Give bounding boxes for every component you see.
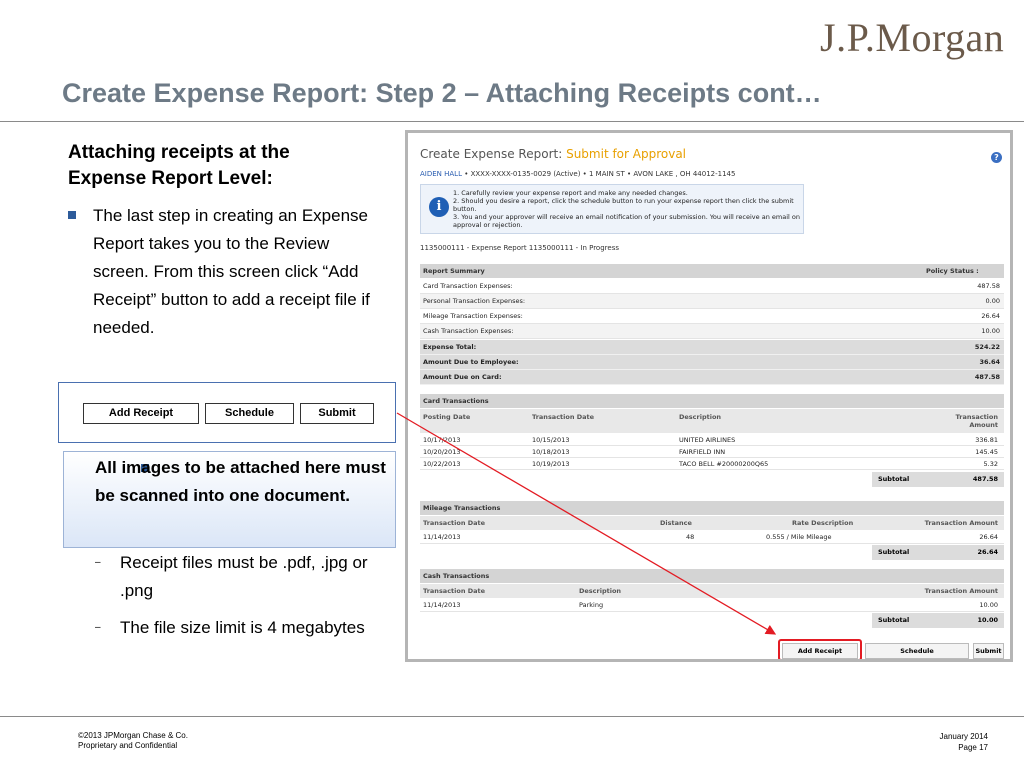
add-receipt-highlight xyxy=(778,639,862,659)
footer-divider xyxy=(0,716,1024,717)
square-bullet-icon xyxy=(141,464,149,472)
add-receipt-button[interactable]: Add Receipt xyxy=(782,643,858,659)
sub-bullet-file-types: – Receipt files must be .pdf, .jpg or .p… xyxy=(95,549,395,609)
bullet-text-scan: All images to be attached here must be s… xyxy=(95,458,386,505)
cash-column-headers: Transaction Date Description Transaction… xyxy=(420,584,1004,598)
add-receipt-button-preview[interactable]: Add Receipt xyxy=(83,403,199,424)
card-transactions-header: Card Transactions xyxy=(420,394,1004,408)
summary-row: Personal Transaction Expenses: 0.00 xyxy=(420,294,1004,309)
square-bullet-icon xyxy=(68,211,76,219)
section-heading: Attaching receipts at the Expense Report… xyxy=(68,142,290,189)
card-column-headers: Posting Date Transaction Date Descriptio… xyxy=(420,409,1004,433)
table-row: 10/22/2013 10/19/2013 TACO BELL #2000020… xyxy=(420,458,1004,470)
summary-row: Cash Transaction Expenses: 10.00 xyxy=(420,324,1004,339)
account-line: AIDEN HALL • XXXX-XXXX-0135-0029 (Active… xyxy=(420,170,736,178)
summary-total-row: Amount Due to Employee: 36.64 xyxy=(420,355,1004,370)
cash-subtotal: Subtotal 10.00 xyxy=(872,613,1004,628)
submit-button[interactable]: Submit xyxy=(973,643,1004,659)
footer-left: ©2013 JPMorgan Chase & Co. Proprietary a… xyxy=(78,731,188,750)
report-summary-header: Report Summary Policy Status : xyxy=(420,264,1004,278)
mileage-column-headers: Transaction Date Distance Rate Descripti… xyxy=(420,516,1004,530)
table-row: 11/14/2013 Parking 10.00 xyxy=(420,599,1004,612)
info-icon: i xyxy=(429,197,449,217)
summary-row: Card Transaction Expenses: 487.58 xyxy=(420,279,1004,294)
schedule-button-preview[interactable]: Schedule xyxy=(205,403,294,424)
summary-total-row: Expense Total: 524.22 xyxy=(420,340,1004,355)
slide-title: Create Expense Report: Step 2 – Attachin… xyxy=(62,78,822,108)
instructions-box: i 1. Carefully review your expense repor… xyxy=(420,184,804,234)
mileage-transactions-header: Mileage Transactions xyxy=(420,501,1004,515)
jpmorgan-logo: J.P.Morgan xyxy=(820,15,1005,60)
expense-report-screenshot: Create Expense Report: Submit for Approv… xyxy=(405,130,1013,662)
help-icon[interactable]: ? xyxy=(991,152,1002,163)
bullet-text: The last step in creating an Expense Rep… xyxy=(93,206,370,337)
cash-transactions-header: Cash Transactions xyxy=(420,569,1004,583)
dash-icon: – xyxy=(95,622,101,633)
title-divider xyxy=(0,121,1024,122)
report-status-line: 1135000111 - Expense Report 1135000111 -… xyxy=(420,244,619,252)
summary-total-row: Amount Due on Card: 487.58 xyxy=(420,370,1004,385)
screen-title: Create Expense Report: Submit for Approv… xyxy=(420,147,687,161)
footer-right: January 2014 Page 17 xyxy=(930,731,988,753)
table-row: 11/14/2013 48 0.555 / Mile Mileage 26.64 xyxy=(420,531,1004,544)
card-subtotal: Subtotal 487.58 xyxy=(872,472,1004,487)
mileage-subtotal: Subtotal 26.64 xyxy=(872,545,1004,560)
highlighted-bullet: All images to be attached here must be s… xyxy=(63,451,396,548)
sub-bullet-size-limit: – The file size limit is 4 megabytes xyxy=(95,614,395,674)
table-row: 10/20/2013 10/18/2013 FAIRFIELD INN 145.… xyxy=(420,446,1004,458)
table-row: 10/17/2013 10/15/2013 UNITED AIRLINES 33… xyxy=(420,434,1004,446)
button-preview-box: Add Receipt Schedule Submit xyxy=(58,382,396,443)
summary-row: Mileage Transaction Expenses: 26.64 xyxy=(420,309,1004,324)
bullet-review-screen: The last step in creating an Expense Rep… xyxy=(68,202,388,372)
schedule-button[interactable]: Schedule xyxy=(865,643,969,659)
submit-button-preview[interactable]: Submit xyxy=(300,403,374,424)
dash-icon: – xyxy=(95,557,101,568)
page-number: Page 17 xyxy=(958,743,988,752)
